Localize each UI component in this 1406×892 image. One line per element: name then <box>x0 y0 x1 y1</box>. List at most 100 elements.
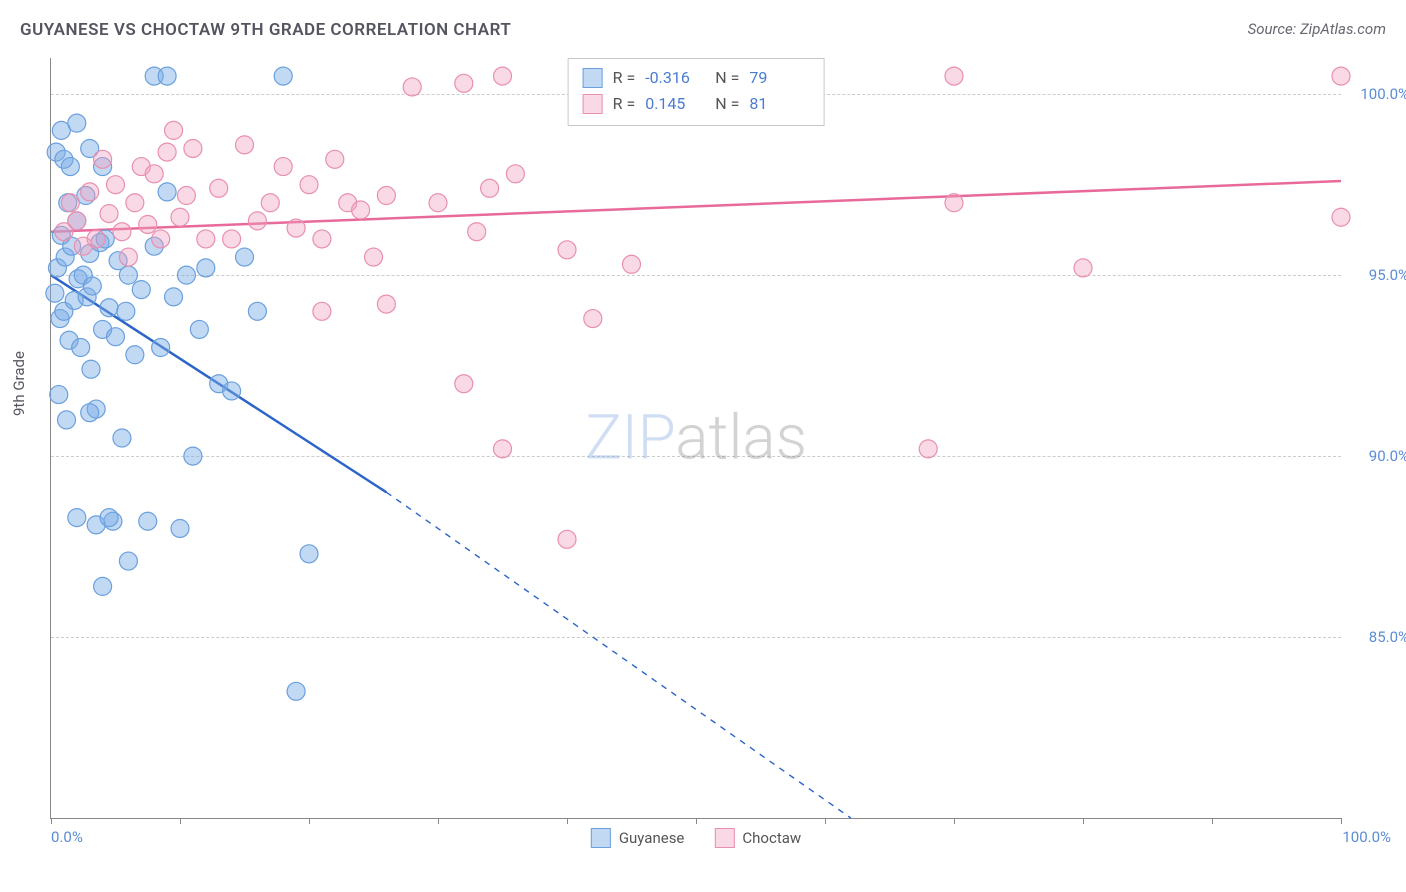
data-point <box>190 320 208 338</box>
data-point <box>300 545 318 563</box>
data-point <box>313 302 331 320</box>
data-point <box>158 67 176 85</box>
data-point <box>107 176 125 194</box>
chart-header: GUYANESE VS CHOCTAW 9TH GRADE CORRELATIO… <box>20 20 1386 50</box>
data-point <box>352 201 370 219</box>
data-point <box>236 248 254 266</box>
data-point <box>119 248 137 266</box>
data-point <box>248 302 266 320</box>
data-point <box>152 230 170 248</box>
data-point <box>165 288 183 306</box>
stats-swatch <box>583 94 603 114</box>
data-point <box>429 194 447 212</box>
data-point <box>72 339 90 357</box>
data-point <box>107 328 125 346</box>
stats-n-label: N = <box>715 65 739 91</box>
data-point <box>126 346 144 364</box>
data-point <box>248 212 266 230</box>
data-point <box>287 682 305 700</box>
x-tick <box>696 818 697 824</box>
legend-label: Guyanese <box>619 829 685 847</box>
data-point <box>113 223 131 241</box>
data-point <box>126 194 144 212</box>
data-point <box>177 266 195 284</box>
data-point <box>177 187 195 205</box>
data-point <box>223 230 241 248</box>
data-point <box>100 509 118 527</box>
data-point <box>455 375 473 393</box>
x-tick <box>1341 818 1342 824</box>
data-point <box>87 230 105 248</box>
data-point <box>46 284 64 302</box>
data-point <box>81 183 99 201</box>
data-point <box>558 241 576 259</box>
stats-row: R = -0.316 N = 79 <box>583 65 810 91</box>
data-point <box>94 577 112 595</box>
data-point <box>261 194 279 212</box>
trend-line <box>51 181 1341 232</box>
legend: Guyanese Choctaw <box>591 828 801 848</box>
x-tick <box>825 818 826 824</box>
data-point <box>584 310 602 328</box>
legend-swatch <box>714 828 734 848</box>
x-tick <box>954 818 955 824</box>
data-point <box>132 281 150 299</box>
data-point <box>481 179 499 197</box>
data-point <box>119 552 137 570</box>
data-point <box>287 219 305 237</box>
stats-r-value: 0.145 <box>645 91 705 117</box>
data-point <box>83 277 101 295</box>
data-point <box>197 259 215 277</box>
data-point <box>68 509 86 527</box>
data-point <box>506 165 524 183</box>
data-point <box>171 208 189 226</box>
legend-item: Choctaw <box>714 828 801 848</box>
x-axis-max-label: 100.0% <box>1342 828 1391 846</box>
legend-swatch <box>591 828 611 848</box>
data-point <box>1332 67 1350 85</box>
data-point <box>68 212 86 230</box>
stats-box: R = -0.316 N = 79R = 0.145 N = 81 <box>568 58 825 126</box>
data-point <box>210 179 228 197</box>
stats-r-label: R = <box>613 65 636 91</box>
stats-r-value: -0.316 <box>645 65 705 91</box>
data-point <box>117 302 135 320</box>
data-point <box>377 187 395 205</box>
data-point <box>61 194 79 212</box>
data-point <box>558 530 576 548</box>
data-point <box>145 165 163 183</box>
stats-n-value: 81 <box>749 91 809 117</box>
stats-row: R =0.145N =81 <box>583 91 810 117</box>
x-tick <box>180 818 181 824</box>
data-point <box>300 176 318 194</box>
data-point <box>1074 259 1092 277</box>
scatter-svg <box>51 58 1341 818</box>
data-point <box>623 255 641 273</box>
stats-n-label: N = <box>715 91 739 117</box>
data-point <box>403 78 421 96</box>
data-point <box>171 519 189 537</box>
data-point <box>158 183 176 201</box>
plot-area: ZIPatlas R =-0.316N =79R =0.145N =81 0.0… <box>50 58 1341 819</box>
data-point <box>119 266 137 284</box>
legend-label: Choctaw <box>742 829 801 847</box>
data-point <box>236 136 254 154</box>
y-axis-label: 9th Grade <box>10 351 28 416</box>
data-point <box>274 67 292 85</box>
data-point <box>184 139 202 157</box>
x-tick <box>567 818 568 824</box>
y-tick-label: 90.0% <box>1369 447 1406 465</box>
chart-source: Source: ZipAtlas.com <box>1248 20 1386 38</box>
data-point <box>165 121 183 139</box>
data-point <box>326 150 344 168</box>
x-axis-min-label: 0.0% <box>51 828 83 846</box>
chart-title: GUYANESE VS CHOCTAW 9TH GRADE CORRELATIO… <box>20 20 511 40</box>
y-tick-label: 95.0% <box>1369 266 1406 284</box>
data-point <box>94 150 112 168</box>
data-point <box>223 382 241 400</box>
data-point <box>274 158 292 176</box>
data-point <box>61 158 79 176</box>
data-point <box>82 360 100 378</box>
data-point <box>197 230 215 248</box>
stats-n-value: 79 <box>749 65 809 91</box>
